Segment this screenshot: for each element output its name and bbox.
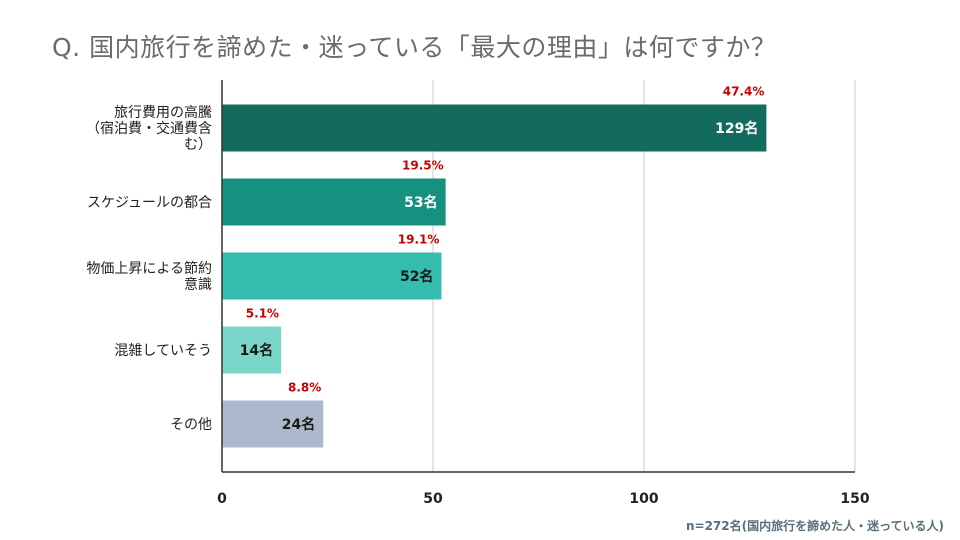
chart-title: Q. 国内旅行を諦めた・迷っている「最大の理由」は何ですか？ [52,33,777,62]
bar-value-label: 24名 [282,416,315,433]
category-label: む） [184,137,212,153]
x-tick-label-50: 50 [423,491,443,507]
bar [222,178,446,226]
x-tick-label-150: 150 [840,491,869,507]
category-label: 物価上昇による節約 [86,260,212,277]
bar-group: 52名 19.1% [222,233,442,300]
bar-percent-label: 5.1% [246,307,279,321]
category-label: その他 [170,417,212,433]
x-tick-labels: 0 50 100 150 [217,491,870,507]
bars: 129名 47.4% 53名 19.5% 52名 19.1% 14名 5.1% 24名 8.8% [222,85,767,448]
bar-group: 129名 47.4% [222,85,767,152]
bar-group: 24名 8.8% [222,381,324,448]
axes [221,80,855,473]
bar [222,400,324,448]
bar-group: 14名 5.1% [222,307,282,374]
category-label: （宿泊費・交通費含 [86,120,212,137]
bar-value-label: 53名 [404,194,437,211]
bar-group: 53名 19.5% [222,159,446,226]
category-label: 意識 [184,276,212,293]
bar-value-label: 129名 [715,120,758,137]
bar-percent-label: 19.1% [398,233,440,247]
category-label: 旅行費用の高騰 [114,104,212,121]
x-tick-label-0: 0 [217,491,227,507]
category-label: 混雑していそう [114,343,212,359]
bar-percent-label: 19.5% [402,159,444,173]
x-tick-label-100: 100 [629,491,658,507]
bar-value-label: 52名 [400,268,433,285]
bar-value-label: 14名 [240,342,273,359]
bar-percent-label: 47.4% [723,85,765,99]
bar [222,326,282,374]
sample-size-note: n=272名(国内旅行を諦めた人・迷っている人) [685,519,944,533]
bar [222,104,767,152]
category-label: スケジュールの都合 [87,195,212,211]
bar [222,252,442,300]
bar-percent-label: 8.8% [288,381,321,395]
